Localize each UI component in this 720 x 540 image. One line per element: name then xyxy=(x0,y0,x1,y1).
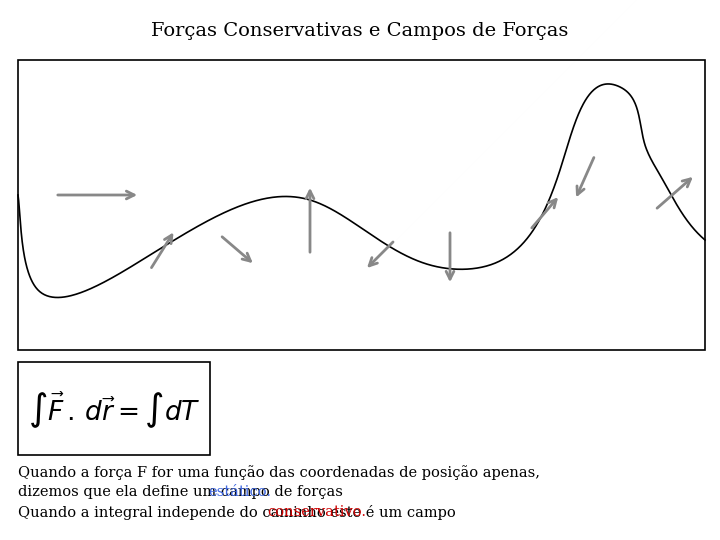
Text: Forças Conservativas e Campos de Forças: Forças Conservativas e Campos de Forças xyxy=(151,22,569,40)
Text: Quando a força F for uma função das coordenadas de posição apenas,: Quando a força F for uma função das coor… xyxy=(18,465,540,480)
Bar xyxy=(18,362,210,455)
Text: estático.: estático. xyxy=(209,485,271,499)
Text: Quando a integral independe do caminho este é um campo: Quando a integral independe do caminho e… xyxy=(18,505,460,520)
Bar xyxy=(18,60,705,350)
Text: conservativo.: conservativo. xyxy=(268,505,366,519)
Text: dizemos que ela define um campo de forças: dizemos que ela define um campo de força… xyxy=(18,485,348,499)
Text: $\int \vec{F} \, . \, d\vec{r} = \int dT$: $\int \vec{F} \, . \, d\vec{r} = \int dT… xyxy=(27,390,200,430)
